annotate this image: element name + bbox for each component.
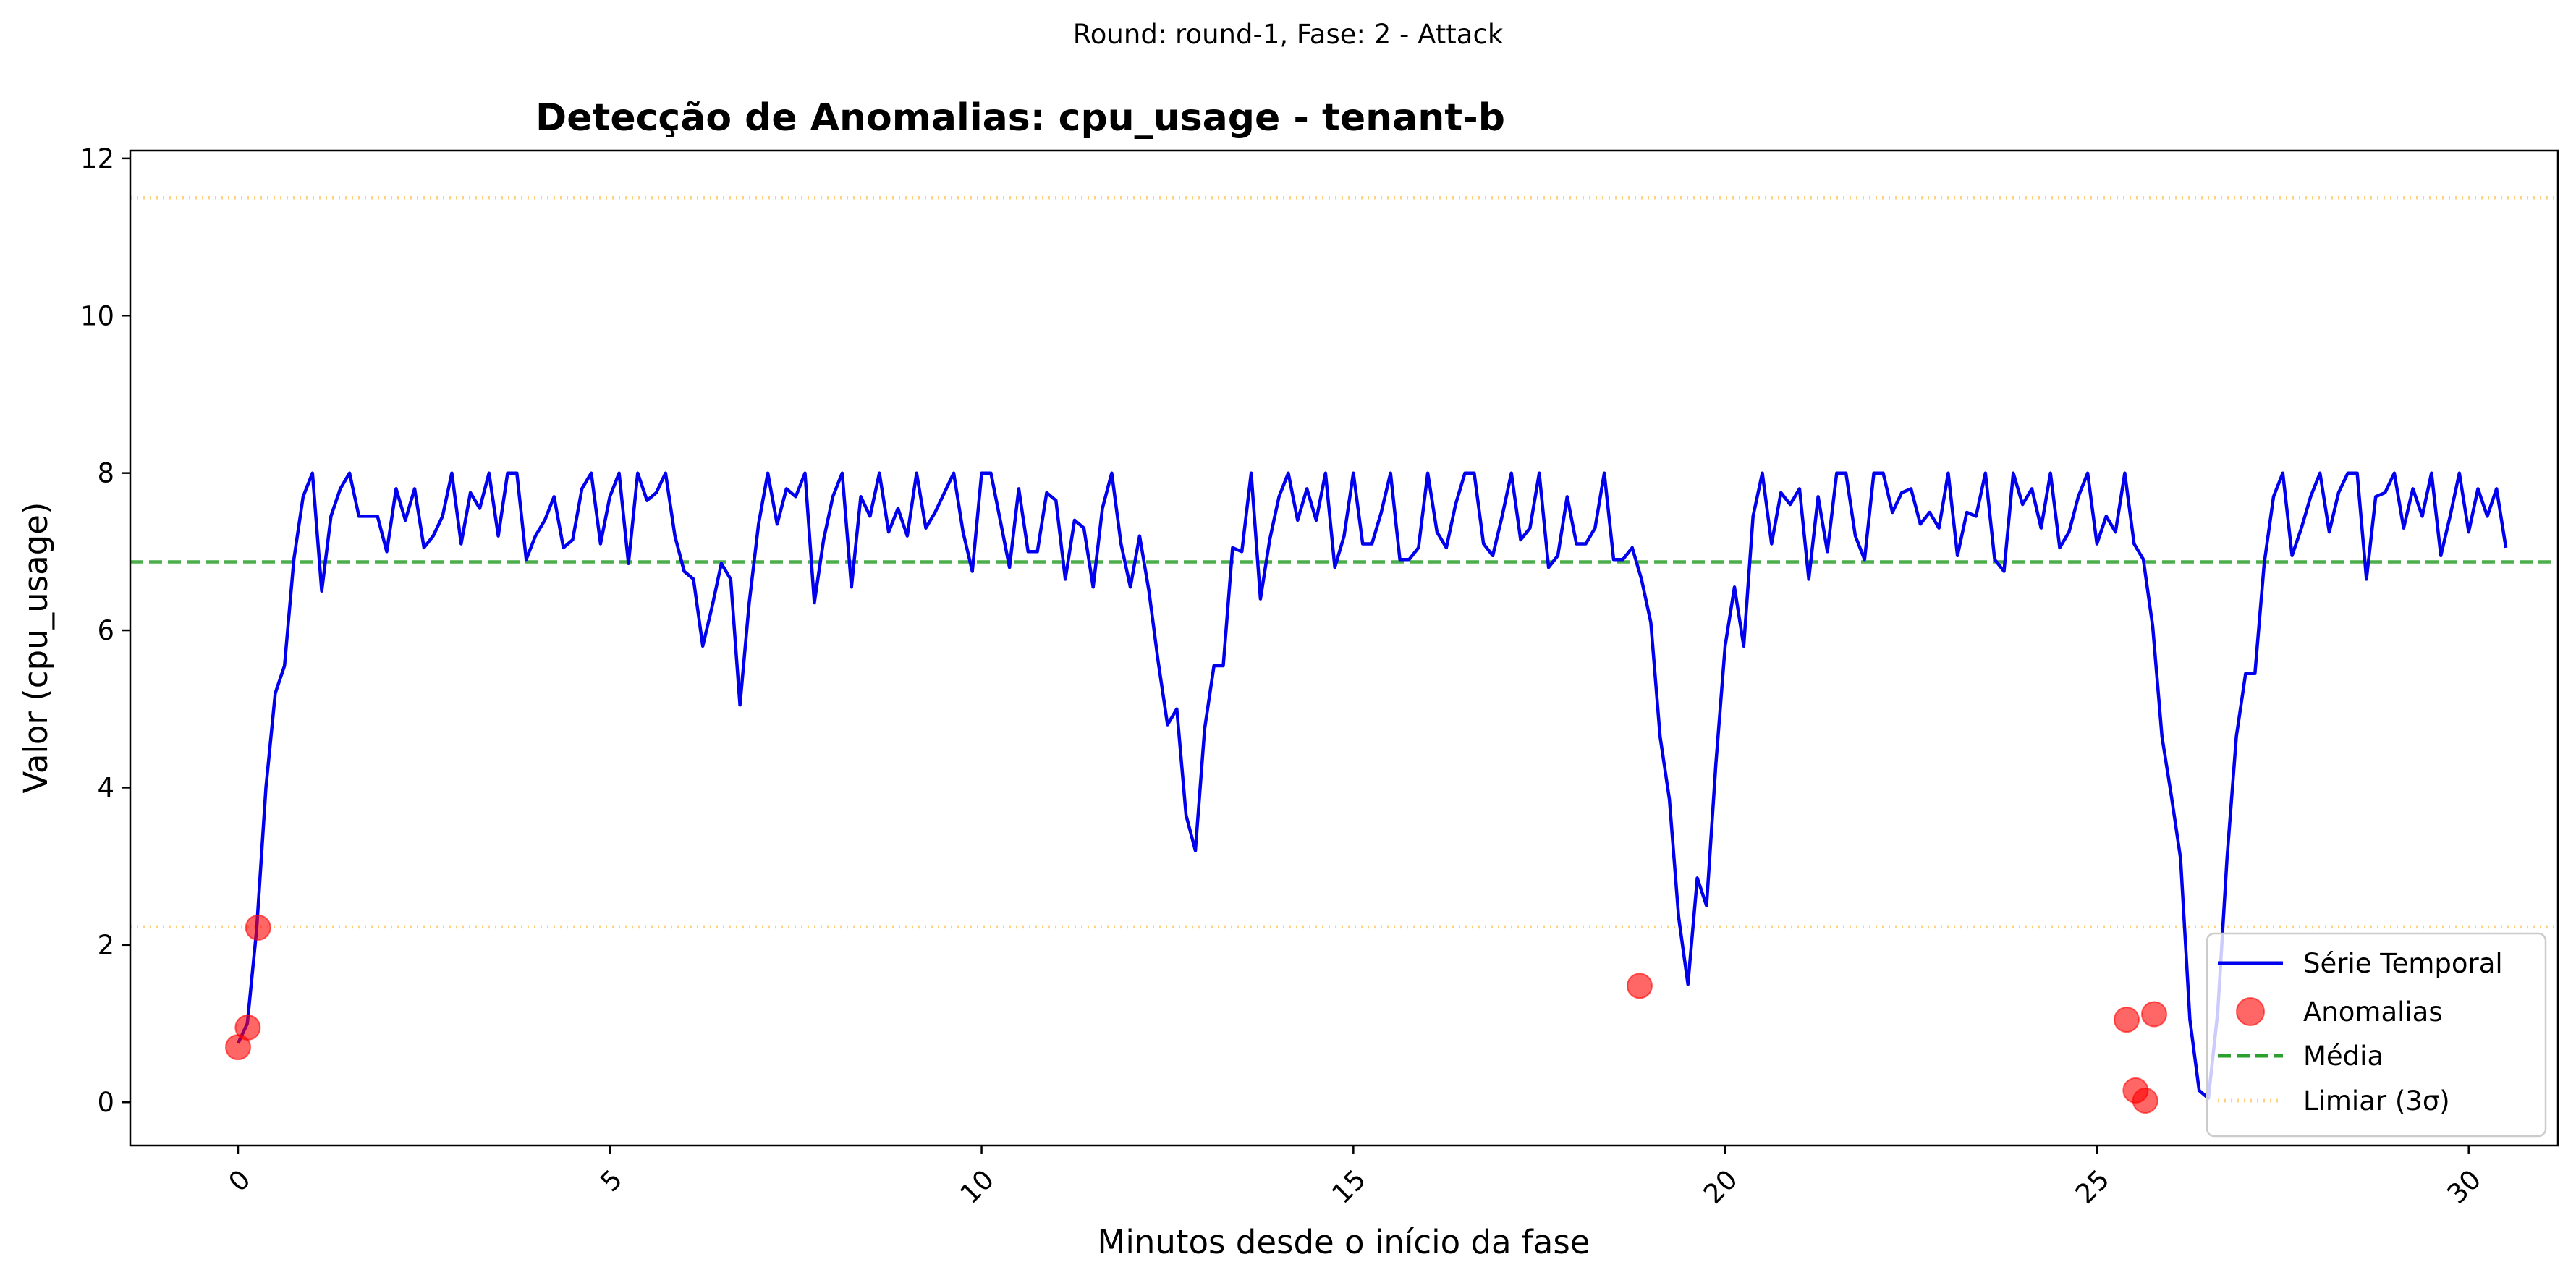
figure-suptitle: Round: round-1, Fase: 2 - Attack [1073, 19, 1504, 50]
plot-area [129, 149, 2559, 1147]
y-tick-label: 6 [97, 615, 114, 646]
x-axis-ticks: 0 5 10 15 20 25 30 [223, 1146, 2488, 1210]
x-axis-label: Minutos desde o início da fase [1098, 1223, 1590, 1261]
legend-label-series: Série Temporal [2303, 948, 2503, 979]
chart-title: Detecção de Anomalias: cpu_usage - tenan… [535, 96, 1505, 140]
legend-label-mean: Média [2303, 1041, 2384, 1072]
x-tick-label: 30 [2441, 1164, 2488, 1210]
y-axis-label: Valor (cpu_usage) [17, 502, 55, 794]
anomaly-point-4 [2114, 1007, 2140, 1033]
anomaly-point-1 [234, 1014, 261, 1041]
legend: Série Temporal Anomalias Média Limiar (3… [2206, 932, 2547, 1138]
x-tick-label: 20 [1698, 1164, 1744, 1210]
plot-frame [129, 149, 2559, 1147]
legend-box [2206, 932, 2547, 1138]
y-axis-ticks: 0 2 4 6 8 10 12 [80, 143, 130, 1118]
anomaly-point-2 [245, 914, 271, 941]
anomaly-point-7 [2141, 1001, 2168, 1028]
y-tick-label: 2 [97, 930, 114, 961]
y-tick-label: 10 [80, 300, 114, 331]
anomaly-point-3 [1626, 973, 1653, 999]
y-tick-label: 12 [80, 143, 114, 174]
x-tick-label: 25 [2069, 1164, 2116, 1210]
x-tick-label: 5 [594, 1164, 628, 1198]
x-tick-label: 15 [1326, 1164, 1372, 1210]
y-tick-label: 0 [97, 1087, 114, 1118]
x-tick-label: 0 [223, 1164, 257, 1198]
series-line-time-series [236, 471, 2508, 1101]
anomaly-point-6 [2132, 1088, 2158, 1114]
legend-marker-swatch [2236, 997, 2265, 1026]
y-tick-label: 4 [97, 772, 114, 803]
legend-label-anomalies: Anomalias [2303, 996, 2443, 1028]
data-layer [130, 195, 2558, 1114]
legend-label-threshold: Limiar (3σ) [2303, 1085, 2450, 1117]
y-tick-label: 8 [97, 458, 114, 489]
x-tick-label: 10 [954, 1164, 1000, 1210]
plot-background [130, 151, 2558, 1146]
